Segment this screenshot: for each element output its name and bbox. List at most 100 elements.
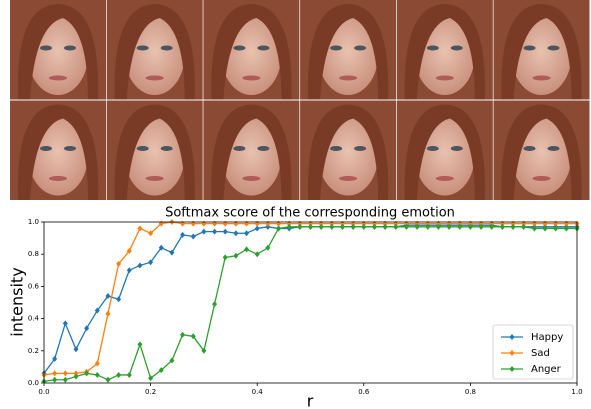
x-tick-label: 0.4 (252, 388, 264, 396)
data-point (63, 377, 68, 383)
x-tick-label: 0.2 (145, 388, 156, 396)
data-point (244, 230, 249, 236)
face-mouth (339, 76, 357, 81)
face-eye (161, 146, 173, 151)
data-point (511, 224, 516, 230)
face-eye (451, 46, 463, 51)
data-point (116, 372, 121, 378)
data-point (137, 341, 142, 347)
face-eye (64, 46, 76, 51)
data-point (255, 221, 260, 227)
face-mouth (436, 76, 454, 81)
face-mouth (533, 176, 551, 181)
data-point (105, 377, 110, 383)
face-mouth (339, 176, 357, 181)
data-point (63, 370, 68, 376)
data-point (351, 224, 356, 230)
data-point (393, 224, 398, 230)
face-eye (257, 146, 269, 151)
x-tick-label: 1.0 (571, 388, 582, 396)
data-point (244, 221, 249, 227)
data-point (73, 374, 78, 380)
data-point (95, 372, 100, 378)
data-point (116, 296, 121, 302)
y-axis-label: intensity (8, 267, 27, 336)
data-point (63, 320, 68, 326)
face-eye (40, 46, 52, 51)
data-point (361, 224, 366, 230)
data-point (308, 224, 313, 230)
face-eye (548, 46, 560, 51)
data-point (201, 221, 206, 227)
y-tick-label: 1.0 (28, 218, 39, 226)
data-point (329, 224, 334, 230)
face-eye (354, 146, 366, 151)
data-point (180, 332, 185, 338)
face-eye (427, 46, 439, 51)
data-point (105, 311, 110, 317)
face-eye (233, 46, 245, 51)
data-point (127, 267, 132, 273)
data-point (180, 221, 185, 227)
y-tick-label: 0.6 (28, 282, 40, 290)
data-point (137, 225, 142, 231)
data-point (340, 224, 345, 230)
data-point (233, 221, 238, 227)
face-eye (548, 146, 560, 151)
data-point (212, 221, 217, 227)
data-point (127, 372, 132, 378)
legend-label: Sad (531, 348, 550, 359)
face-mouth (49, 176, 67, 181)
x-tick-label: 0.0 (38, 388, 49, 396)
face-mouth (146, 76, 164, 81)
y-tick-label: 0.8 (28, 250, 39, 258)
x-axis-label: r (307, 392, 314, 409)
data-point (212, 301, 217, 307)
face-mouth (242, 76, 260, 81)
face-grid (10, 0, 590, 200)
face-mouth (533, 76, 551, 81)
data-point (223, 221, 228, 227)
chart-title: Softmax score of the corresponding emoti… (165, 206, 455, 221)
x-tick-label: 0.8 (465, 388, 476, 396)
data-point (52, 370, 57, 376)
data-point (137, 262, 142, 268)
face-eye (354, 46, 366, 51)
y-tick-label: 0.0 (28, 379, 39, 387)
face-eye (257, 46, 269, 51)
data-point (191, 221, 196, 227)
data-point (372, 224, 377, 230)
face-eye (233, 146, 245, 151)
data-point (244, 246, 249, 252)
data-point (52, 377, 57, 383)
face-eye (64, 146, 76, 151)
face-eye (330, 146, 342, 151)
face-eye (137, 46, 149, 51)
face-mouth (146, 176, 164, 181)
data-point (383, 224, 388, 230)
figure: Softmax score of the corresponding emoti… (0, 0, 591, 409)
data-point (265, 221, 270, 227)
y-tick-label: 0.2 (28, 347, 39, 355)
face-eye (40, 146, 52, 151)
data-point (500, 224, 505, 230)
face-eye (330, 46, 342, 51)
face-eye (524, 46, 536, 51)
data-point (191, 233, 196, 239)
face-eye (427, 146, 439, 151)
data-point (233, 253, 238, 259)
data-point (223, 229, 228, 235)
data-point (212, 229, 217, 235)
face-eye (451, 146, 463, 151)
x-tick-label: 0.6 (358, 388, 370, 396)
data-point (201, 229, 206, 235)
data-point (255, 251, 260, 257)
data-point (521, 224, 526, 230)
face-eye (137, 146, 149, 151)
data-point (223, 254, 228, 260)
face-mouth (49, 76, 67, 81)
legend-label: Happy (531, 332, 563, 343)
data-point (297, 224, 302, 230)
data-point (233, 230, 238, 236)
face-mouth (242, 176, 260, 181)
